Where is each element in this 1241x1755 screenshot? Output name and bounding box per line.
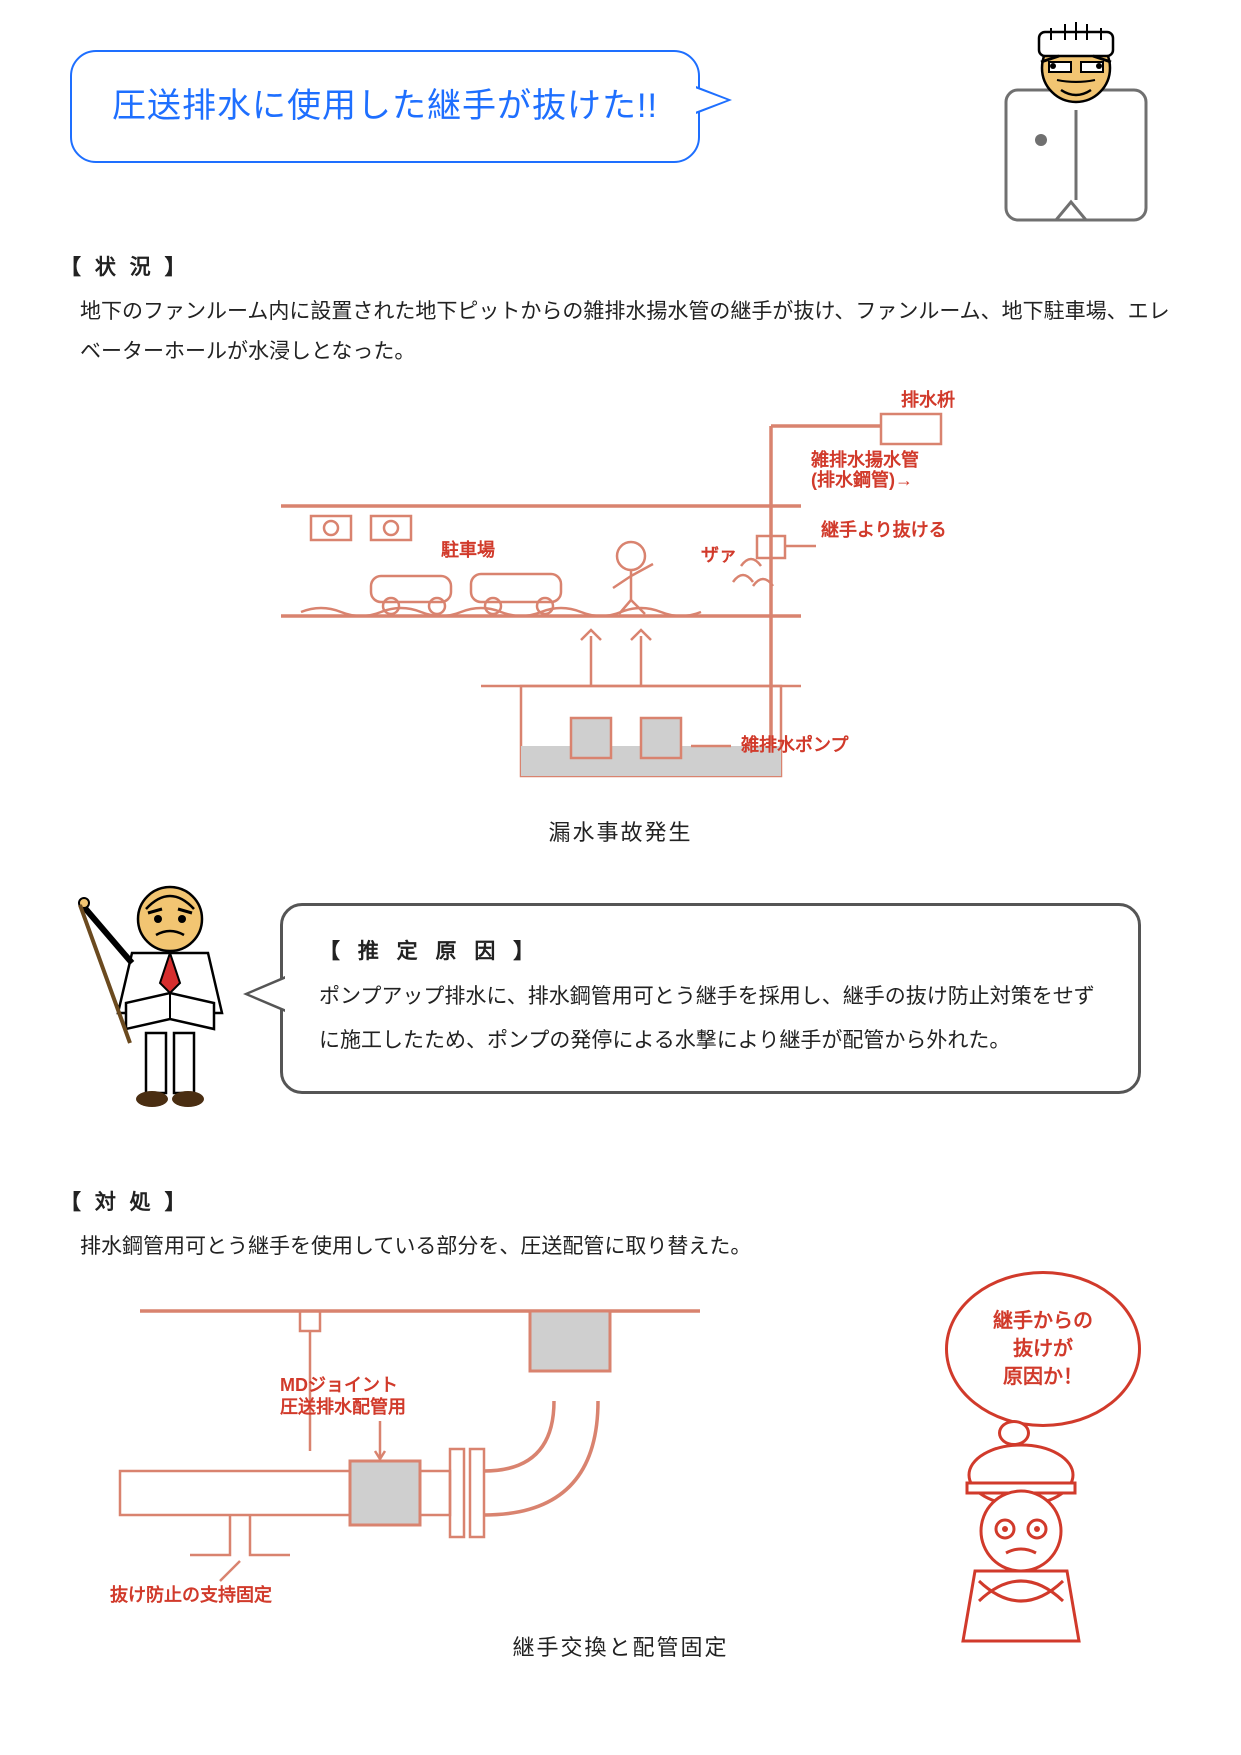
action-heading: 【 対 処 】: [60, 1183, 1181, 1223]
d1-label-drain: 排水枡: [901, 389, 955, 410]
situation-section: 【 状 況 】 地下のファンルーム内に設置された地下ピットからの雑排水揚水管の継…: [60, 248, 1181, 372]
d2-label-md1: MDジョイント: [280, 1375, 398, 1395]
d1-label-pumps: 雑排水ポンプ: [740, 734, 849, 755]
d1-label-parking: 駐車場: [441, 539, 495, 560]
situation-text: 地下のファンルーム内に設置された地下ピットからの雑排水揚水管の継手が抜け、ファン…: [80, 292, 1181, 372]
situation-heading: 【 状 況 】: [60, 248, 1181, 288]
title-text: 圧送排水に使用した継手が抜けた!!: [112, 87, 658, 125]
d1-label-joint1: 継手より抜ける: [821, 519, 947, 540]
title-row: 圧送排水に使用した継手が抜けた!!: [60, 40, 1181, 240]
professor-top-illustration: [981, 20, 1171, 240]
d1-label-riser1: 雑排水揚水管: [810, 449, 919, 470]
leak-diagram: 排水枡 雑排水揚水管 (排水鋼管)→ 継手より抜ける ザァ 駐車場: [241, 386, 1001, 806]
diagram1-caption: 漏水事故発生: [60, 812, 1181, 854]
cause-speech-bubble: 【 推 定 原 因 】 ポンプアップ排水に、排水鋼管用可とう継手を採用し、継手の…: [280, 903, 1141, 1093]
d1-label-splash: ザァ: [701, 545, 737, 565]
title-speech-bubble: 圧送排水に使用した継手が抜けた!!: [70, 50, 700, 163]
d1-label-riser2: (排水鋼管)→: [811, 469, 913, 490]
thought-line3: 原因か！: [1003, 1366, 1083, 1388]
professor-mid-illustration: [60, 873, 270, 1133]
cause-heading: 【 推 定 原 因 】: [319, 930, 1102, 974]
worker-illustration: [921, 1431, 1121, 1671]
d2-label-support: 抜け防止の支持固定: [110, 1584, 272, 1605]
d2-label-md2: 圧送排水配管用: [280, 1396, 406, 1417]
bottom-row: MDジョイント 圧送排水配管用 抜け防止の支持固定 継手からの 抜けが 原因か！…: [60, 1281, 1181, 1669]
thought-line2: 抜けが: [1013, 1338, 1073, 1360]
thought-line1: 継手からの: [993, 1310, 1093, 1332]
cause-text: ポンプアップ排水に、排水鋼管用可とう継手を採用し、継手の抜け防止対策をせずに施工…: [319, 975, 1102, 1063]
cause-row: 【 推 定 原 因 】 ポンプアップ排水に、排水鋼管用可とう継手を採用し、継手の…: [60, 883, 1181, 1143]
fix-diagram: MDジョイント 圧送排水配管用 抜け防止の支持固定: [100, 1281, 740, 1621]
action-text: 排水鋼管用可とう継手を使用している部分を、圧送配管に取り替えた。: [80, 1227, 1181, 1267]
thought-bubble: 継手からの 抜けが 原因か！: [945, 1271, 1141, 1427]
action-section: 【 対 処 】 排水鋼管用可とう継手を使用している部分を、圧送配管に取り替えた。: [60, 1183, 1181, 1267]
